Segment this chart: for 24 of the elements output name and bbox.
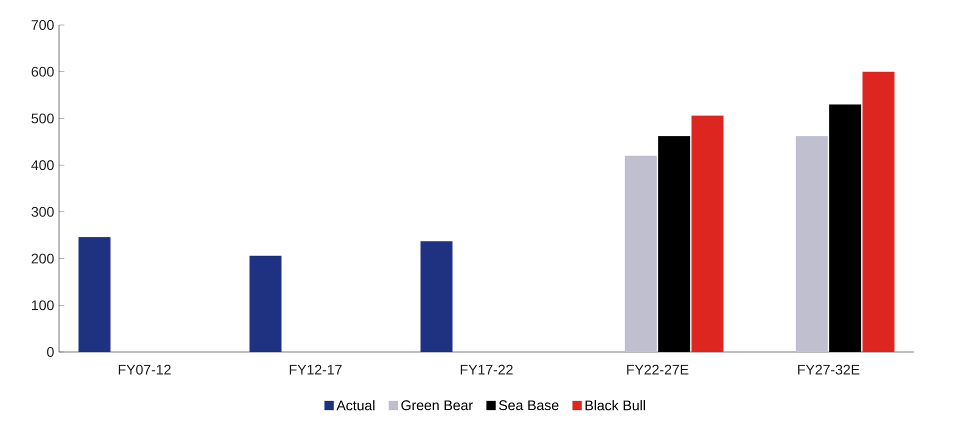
x-tick-label: FY27-32E (798, 364, 860, 375)
legend-label: Actual (336, 400, 374, 410)
bar (624, 156, 657, 352)
x-tick-label: FY17-22 (460, 364, 513, 374)
bar (250, 256, 282, 352)
bar (420, 241, 452, 352)
bar (78, 237, 111, 352)
y-tick-label: 500 (32, 113, 54, 124)
legend-label: Sea Base (499, 400, 558, 410)
x-tick-label: FY22-27E (627, 364, 688, 374)
y-tick-label: 0 (47, 347, 54, 357)
x-tick-label: FY07-12 (118, 364, 171, 375)
y-tick-label: 300 (31, 206, 54, 217)
bar (692, 116, 724, 352)
y-tick-label: 100 (32, 300, 54, 310)
y-tick-label: 700 (32, 20, 54, 30)
bar (796, 136, 828, 352)
y-tick-label: 600 (32, 66, 54, 77)
y-tick-label: 200 (32, 254, 54, 264)
x-tick-label: FY12-17 (290, 364, 342, 374)
legend-label: Black Bull (586, 400, 645, 410)
bar (862, 72, 894, 352)
legend-label: Green Bear (401, 400, 473, 410)
y-tick-label: 400 (31, 160, 54, 170)
